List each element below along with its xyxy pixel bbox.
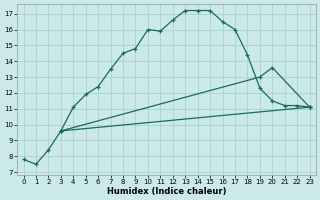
X-axis label: Humidex (Indice chaleur): Humidex (Indice chaleur) (107, 187, 226, 196)
